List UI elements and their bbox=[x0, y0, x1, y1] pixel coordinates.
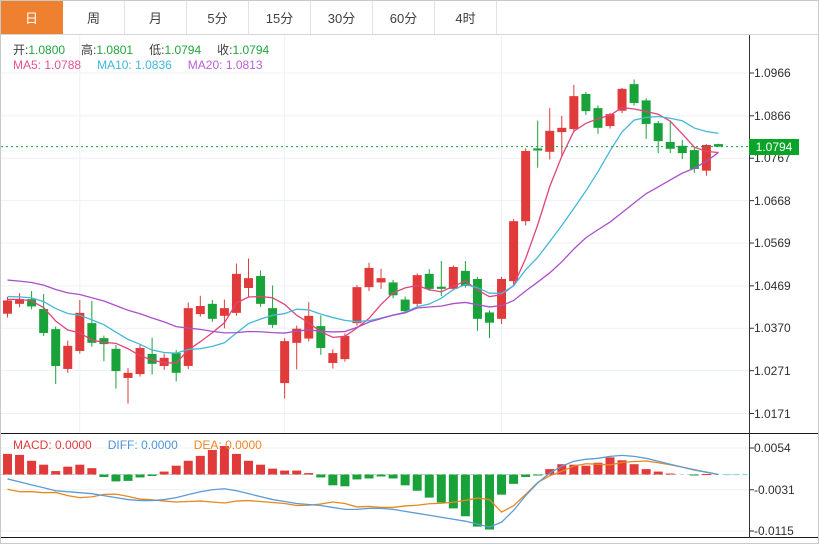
tab-15min[interactable]: 15分 bbox=[249, 1, 311, 34]
timeframe-tabbar: 日 周 月 5分 15分 30分 60分 4时 bbox=[1, 1, 818, 35]
ohlc-readout: 开:1.0800 高:1.0801 低:1.0794 收:1.0794 bbox=[13, 41, 269, 58]
high-label: 高: bbox=[81, 43, 97, 57]
macd-axis-tick-label: -0.0115 bbox=[754, 524, 794, 538]
tab-5min[interactable]: 5分 bbox=[187, 1, 249, 34]
ma20-readout: MA20: 1.0813 bbox=[187, 58, 263, 72]
ma-readout: MA5: 1.0788 MA10: 1.0836 MA20: 1.0813 bbox=[13, 58, 263, 72]
tab-weekly[interactable]: 周 bbox=[63, 1, 125, 34]
price-axis-tick-label: 1.0271 bbox=[754, 363, 791, 378]
close-readout: 收:1.0794 bbox=[217, 41, 269, 58]
price-axis-tick-label: 1.0171 bbox=[754, 406, 791, 421]
close-label: 收: bbox=[217, 43, 233, 57]
tab-daily[interactable]: 日 bbox=[1, 1, 63, 34]
low-label: 低: bbox=[149, 43, 165, 57]
tab-30min[interactable]: 30分 bbox=[311, 1, 373, 34]
open-readout: 开:1.0800 bbox=[13, 41, 65, 58]
diff-value-readout: DIFF: 0.0000 bbox=[107, 438, 178, 452]
tab-4hour[interactable]: 4时 bbox=[435, 1, 497, 34]
price-axis-tick-label: 1.0966 bbox=[754, 66, 791, 80]
low-value: 1.0794 bbox=[164, 43, 202, 57]
price-axis-tick-label: 1.0866 bbox=[754, 108, 791, 123]
macd-value-readout: MACD: 0.0000 bbox=[13, 438, 92, 452]
macd-readout: MACD: 0.0000 DIFF: 0.0000 DEA: 0.0000 bbox=[13, 438, 262, 452]
price-axis-tick-label: 1.0569 bbox=[754, 236, 791, 251]
low-readout: 低:1.0794 bbox=[149, 41, 201, 58]
open-label: 开: bbox=[13, 43, 29, 57]
tab-60min[interactable]: 60分 bbox=[373, 1, 435, 34]
macd-axis-tick-label: 0.0054 bbox=[754, 441, 791, 455]
tab-monthly[interactable]: 月 bbox=[125, 1, 187, 34]
price-axis-tick-label: 1.0370 bbox=[754, 321, 791, 336]
open-value: 1.0800 bbox=[28, 43, 66, 57]
price-axis-tick-label: 1.0668 bbox=[754, 193, 791, 208]
high-value: 1.0801 bbox=[96, 43, 134, 57]
dea-value-readout: DEA: 0.0000 bbox=[193, 438, 262, 452]
price-axis-tick-label: 1.0767 bbox=[754, 151, 791, 166]
high-readout: 高:1.0801 bbox=[81, 41, 133, 58]
close-value: 1.0794 bbox=[232, 43, 270, 57]
ma10-readout: MA10: 1.0836 bbox=[97, 58, 172, 72]
ma5-readout: MA5: 1.0788 bbox=[13, 58, 82, 72]
macd-axis-tick-label: -0.0031 bbox=[754, 482, 795, 497]
tabbar-filler bbox=[497, 1, 818, 34]
price-axis-tick-label: 1.0469 bbox=[754, 278, 791, 293]
current-price-badge: 1.0794 bbox=[749, 138, 799, 155]
